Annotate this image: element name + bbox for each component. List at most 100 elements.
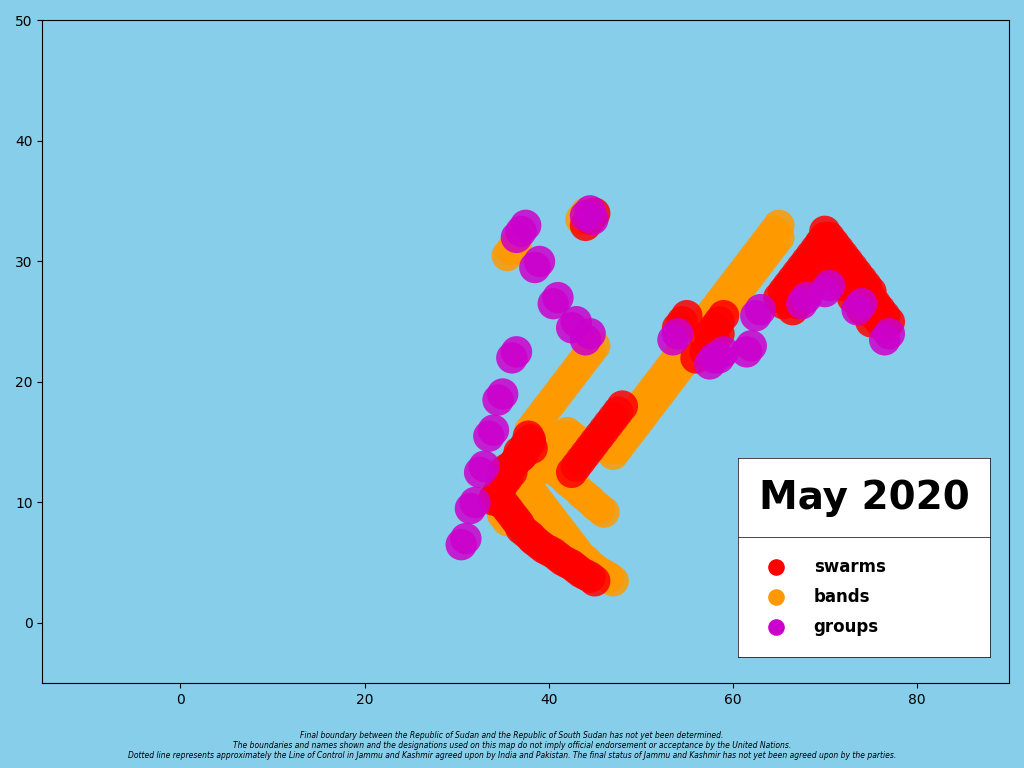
Point [596,568,612,581]
Point [697,328,714,340]
Point [799,267,815,280]
Point [826,237,843,250]
Point [711,352,727,364]
Point [766,225,782,237]
Point [803,255,819,267]
Point [462,502,478,515]
Point [665,333,681,346]
Point [502,462,518,475]
Point [734,267,751,280]
Point [495,508,511,521]
Point [545,462,561,475]
Point [559,557,575,569]
Point [605,412,622,424]
Point [642,400,658,412]
Point [743,255,760,267]
Point [614,436,631,449]
Point [854,292,870,304]
Point [522,434,539,446]
Point [497,475,513,487]
Point [591,502,607,515]
Point [803,250,819,262]
Point [817,261,834,273]
Point [683,346,699,358]
Point [743,339,760,352]
Point [881,316,897,328]
Point [526,490,543,502]
Point [771,292,787,304]
Point [508,237,524,250]
Point [821,280,838,292]
Point [545,394,561,406]
Point [725,280,741,292]
Point [707,322,723,334]
Point [701,358,718,370]
Point [799,255,815,267]
Point [790,297,806,310]
Point [665,370,681,382]
Point [738,273,755,286]
Point [605,448,622,460]
Point [499,472,515,485]
Point [808,273,824,286]
Point [766,237,782,250]
Point [871,316,888,328]
Point [554,470,570,482]
Point [517,442,534,455]
Point [554,554,570,567]
Point [707,333,723,346]
Point [655,382,672,394]
Point [550,466,566,478]
Point [605,436,622,449]
Point [867,297,884,310]
Point [799,286,815,298]
Point [541,448,557,460]
Point [582,346,598,358]
Point [563,370,580,382]
Point [725,292,741,304]
Point [830,261,847,273]
Point [513,485,529,497]
Point [495,478,511,491]
Point [624,424,640,436]
Point [524,532,541,545]
Point [511,445,527,458]
Point [877,333,893,346]
Point [550,551,566,563]
Point [799,261,815,273]
Point [536,542,552,554]
Point [697,333,714,346]
Point [784,273,801,286]
Point [651,376,668,388]
Point [517,219,534,231]
Point [495,388,511,400]
Point [701,339,718,352]
Point [550,436,566,449]
Point [568,460,585,472]
Point [711,310,727,322]
Point [508,454,524,466]
Point [775,286,792,298]
Point [531,460,548,472]
Point [578,219,594,231]
Point [504,243,520,256]
Point [541,458,557,470]
Point [568,434,585,446]
Point [642,388,658,400]
Point [513,496,529,508]
Point [692,322,709,334]
Point [670,322,686,334]
Point [849,267,865,280]
Point [794,261,810,273]
Point [513,225,529,237]
Point [734,280,751,292]
Point [531,412,548,424]
Point [771,231,787,243]
Point [628,406,644,419]
Point [743,267,760,280]
Point [522,436,539,449]
Point [826,255,843,267]
Point [578,352,594,364]
Point [836,255,852,267]
Point [550,292,566,304]
